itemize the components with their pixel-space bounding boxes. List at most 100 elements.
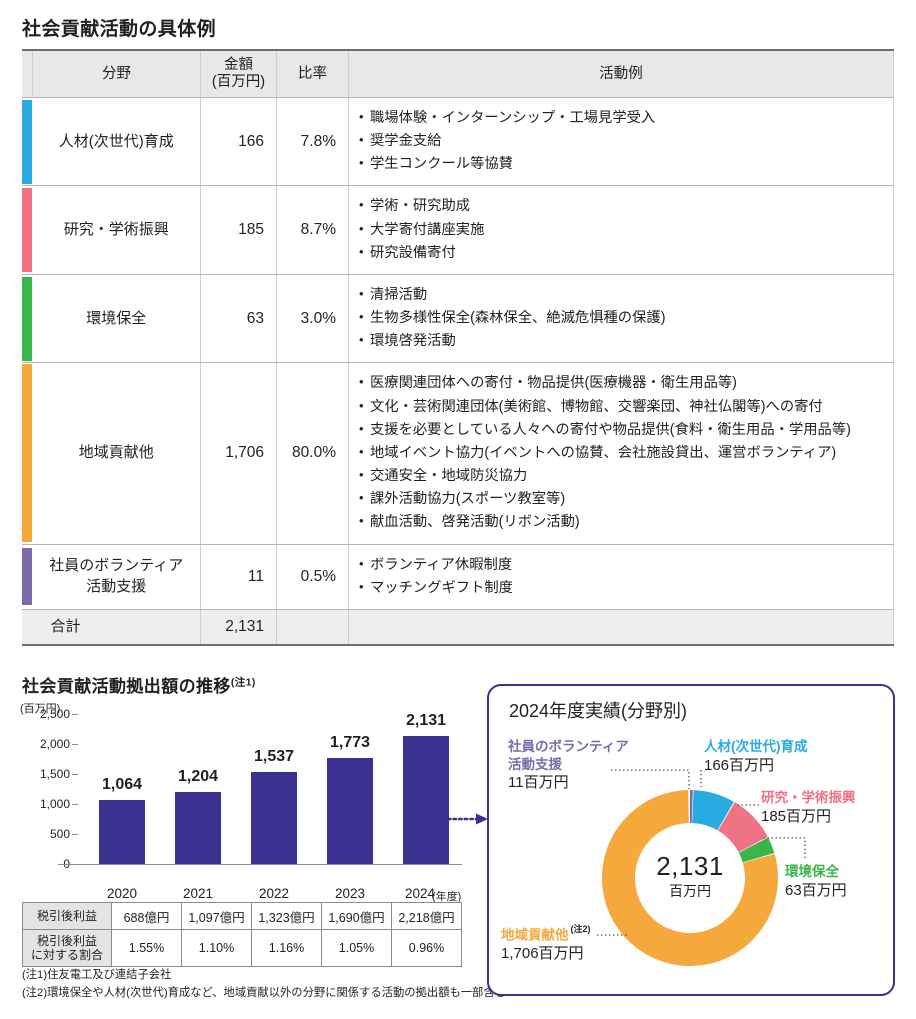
- table-header-row: 分野 金額 (百万円) 比率 活動例: [22, 49, 894, 98]
- bar-chart-title-text: 社会貢献活動拠出額の推移: [22, 677, 231, 696]
- examples-list: 学術・研究助成 大学寄付講座実施 研究設備寄付: [359, 194, 885, 264]
- ytick-mark: [72, 714, 78, 715]
- row-field: 人材(次世代)育成: [32, 96, 201, 187]
- donut-chart: [601, 789, 778, 967]
- activities-table-wrapper: 分野 金額 (百万円) 比率 活動例 人材(次世代)育成 166 7.8%: [22, 49, 894, 647]
- list-item: 献血活動、啓発活動(リボン活動): [359, 510, 885, 534]
- ratio-row-header: 税引後利益 に対する割合: [22, 929, 112, 967]
- table-total-row: 合計 2,131: [22, 608, 894, 647]
- ratio-cell-2023: 1.05%: [321, 929, 392, 967]
- row-amount: 63: [200, 273, 277, 364]
- bar-2021: [175, 792, 221, 864]
- bar-chart-unit-label: (百万円): [20, 703, 61, 715]
- list-item: 課外活動協力(スポーツ教室等): [359, 487, 885, 511]
- xtick-label-2024: 2024: [404, 886, 436, 901]
- row-amount: 11: [200, 543, 277, 610]
- ytick-mark: [72, 744, 78, 745]
- xtick-label-2022: 2022: [258, 886, 290, 901]
- profit-table-body: 税引後利益 688億円 1,097億円 1,323億円 1,690億円 2,21…: [22, 902, 462, 967]
- row-color-swatch: [22, 96, 33, 187]
- bar-value-2024: 2,131: [405, 712, 447, 729]
- footnote-1: (注1)住友電工及び連結子会社: [22, 969, 172, 981]
- bar-2022: [251, 772, 297, 864]
- col-header-amount: 金額 (百万円): [200, 49, 277, 98]
- profit-row-header: 税引後利益: [22, 902, 112, 930]
- xtick-label-2021: 2021: [182, 886, 214, 901]
- list-item: 職場体験・インターンシップ・工場見学受入: [359, 106, 885, 130]
- table-row: 環境保全 63 3.0% 清掃活動 生物多様性保全(森林保全、絶滅危惧種の保護)…: [22, 273, 894, 364]
- row-color-swatch: [22, 543, 33, 610]
- col-header-field: 分野: [32, 49, 201, 98]
- examples-list: 医療関連団体への寄付・物品提供(医療機器・衛生用品等) 文化・芸術関連団体(美術…: [359, 371, 885, 534]
- donut-slice-volunteer: [690, 789, 693, 824]
- swatch-bar-volunteer: [22, 548, 32, 606]
- row-ratio: 8.7%: [276, 185, 349, 275]
- donut-center-unit: 百万円: [668, 883, 711, 899]
- col-header-examples: 活動例: [348, 49, 894, 98]
- bar-chart-title-note: (注1): [230, 676, 256, 689]
- table-row: 地域貢献他 1,706 80.0% 医療関連団体への寄付・物品提供(医療機器・衛…: [22, 362, 894, 545]
- list-item: 学術・研究助成: [359, 194, 885, 218]
- ytick-label-2500: 2,500: [39, 707, 70, 721]
- swatch-bar-community: [22, 364, 32, 543]
- donut-label-volunteer-value: 11百万円: [508, 774, 569, 792]
- table-row: 税引後利益 に対する割合 1.55% 1.10% 1.16% 1.05% 0.9…: [22, 929, 462, 967]
- donut-panel: 2024年度実績(分野別) 2,131 百万円 社員のボランティア: [487, 684, 895, 996]
- examples-list: 清掃活動 生物多様性保全(森林保全、絶滅危惧種の保護) 環境啓発活動: [359, 283, 885, 353]
- bar-chart: 2,500 2,000 1,500 1,000 500 0 1,064 1,20…: [22, 707, 462, 882]
- row-examples: 職場体験・インターンシップ・工場見学受入 奨学金支給 学生コンクール等協賛: [348, 96, 894, 187]
- table-row: 研究・学術振興 185 8.7% 学術・研究助成 大学寄付講座実施 研究設備寄付: [22, 185, 894, 275]
- row-examples: 医療関連団体への寄付・物品提供(医療機器・衛生用品等) 文化・芸術関連団体(美術…: [348, 362, 894, 545]
- list-item: マッチングギフト制度: [359, 576, 885, 600]
- col-header-amount-line2: (百万円): [211, 74, 266, 90]
- profit-table-wrapper: 税引後利益 688億円 1,097億円 1,323億円 1,690億円 2,21…: [22, 902, 462, 967]
- list-item: 地域イベント協力(イベントへの協賛、会社施設貸出、運営ボランティア): [359, 441, 885, 465]
- ytick-mark: [72, 834, 78, 835]
- bar-chart-title: 社会貢献活動拠出額の推移(注1): [22, 672, 256, 697]
- examples-list: 職場体験・インターンシップ・工場見学受入 奨学金支給 学生コンクール等協賛: [359, 106, 885, 176]
- bar-2024: [403, 736, 449, 864]
- list-item: ボランティア休暇制度: [359, 552, 885, 577]
- donut-label-environment: 環境保全 63百万円: [785, 863, 847, 900]
- x-axis-line: [58, 864, 462, 865]
- row-ratio: 80.0%: [276, 362, 349, 545]
- total-examples: [348, 608, 894, 647]
- donut-center-value: 2,131 百万円: [656, 851, 724, 901]
- donut-slice-research: [718, 802, 768, 853]
- table-header: 分野 金額 (百万円) 比率 活動例: [22, 49, 894, 98]
- list-item: 環境啓発活動: [359, 329, 885, 353]
- donut-label-volunteer: 社員のボランティア 活動支援 11百万円: [508, 738, 629, 793]
- list-item: 学生コンクール等協賛: [359, 152, 885, 176]
- profit-cell-2023: 1,690億円: [321, 902, 392, 930]
- donut-label-volunteer-name1: 社員のボランティア: [508, 739, 629, 754]
- examples-list: ボランティア休暇制度 マッチングギフト制度: [359, 552, 885, 600]
- profit-cell-2022: 1,323億円: [251, 902, 322, 930]
- x-axis-unit-label: (年度): [432, 891, 462, 903]
- xtick-label-2020: 2020: [106, 886, 138, 901]
- row-ratio: 0.5%: [276, 543, 349, 610]
- footnotes: (注1)住友電工及び連結子会社 (注2)環境保全や人材(次世代)育成など、地域貢…: [22, 967, 506, 1002]
- ratio-cell-2021: 1.10%: [181, 929, 252, 967]
- row-examples: 清掃活動 生物多様性保全(森林保全、絶滅危惧種の保護) 環境啓発活動: [348, 273, 894, 364]
- list-item: 大学寄付講座実施: [359, 218, 885, 242]
- table-body: 人材(次世代)育成 166 7.8% 職場体験・インターンシップ・工場見学受入 …: [22, 96, 894, 647]
- bar-2020: [99, 800, 145, 864]
- col-header-amount-line1: 金額: [224, 57, 253, 74]
- donut-label-talent-value: 166百万円: [704, 756, 775, 774]
- ytick-mark: [72, 804, 78, 805]
- col-header-ratio: 比率: [276, 49, 349, 98]
- list-item: 文化・芸術関連団体(美術館、博物館、交響楽団、神社仏閣等)への寄付: [359, 395, 885, 419]
- row-amount: 185: [200, 185, 277, 275]
- donut-chart-title: 2024年度実績(分野別): [509, 701, 688, 721]
- donut-label-volunteer-name2: 活動支援: [508, 756, 562, 772]
- ratio-cell-2024: 0.96%: [391, 929, 462, 967]
- donut-center-number: 2,131: [656, 851, 724, 881]
- ratio-row-header-line2: に対する割合: [30, 948, 103, 962]
- bar-value-2022: 1,537: [253, 748, 295, 765]
- donut-label-community-note: (注2): [570, 924, 591, 934]
- bar-value-2021: 1,204: [177, 768, 219, 785]
- row-examples: ボランティア休暇制度 マッチングギフト制度: [348, 543, 894, 610]
- row-field: 研究・学術振興: [32, 185, 201, 275]
- activities-table: 分野 金額 (百万円) 比率 活動例 人材(次世代)育成 166 7.8%: [22, 49, 894, 647]
